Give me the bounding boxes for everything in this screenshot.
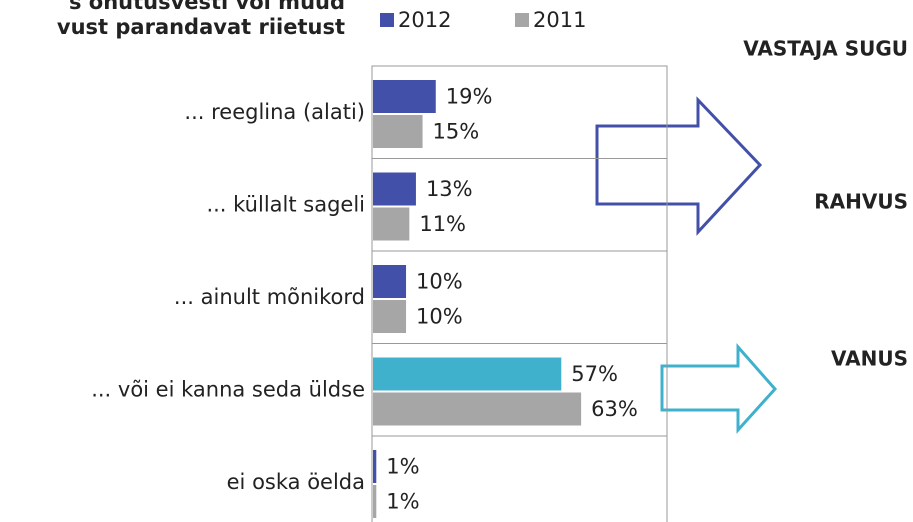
legend-label: 2011 (533, 8, 586, 32)
value-label: 19% (446, 85, 493, 109)
category-label: ... ainult mõnikord (174, 285, 365, 309)
bar (373, 265, 407, 298)
value-label: 15% (433, 120, 480, 144)
bar (373, 115, 423, 148)
value-label: 11% (419, 212, 466, 236)
value-label: 10% (416, 270, 463, 294)
category-label: ... küllalt sageli (206, 193, 365, 217)
value-label: 10% (416, 305, 463, 329)
bar (373, 300, 407, 333)
bar (373, 207, 410, 241)
bar (373, 485, 377, 518)
category-label: ... reeglina (alati) (184, 100, 365, 124)
value-label: 63% (591, 397, 638, 421)
annotation: VASTAJA SUGU (743, 37, 908, 61)
annotation: VANUS (831, 347, 908, 371)
bar (373, 392, 582, 426)
arrow (660, 343, 778, 434)
bar (373, 80, 436, 113)
legend-swatch (515, 13, 529, 27)
value-label: 13% (426, 177, 473, 201)
bar (373, 450, 377, 483)
value-label: 1% (386, 490, 419, 514)
legend-label: 2012 (398, 8, 451, 32)
chart-title: s ohutusvesti või muud (69, 0, 345, 14)
value-label: 57% (571, 362, 618, 386)
legend-swatch (380, 13, 394, 27)
value-label: 1% (386, 455, 419, 479)
bar (373, 357, 562, 391)
category-label: ei oska öelda (227, 470, 365, 494)
plot-area (371, 65, 668, 522)
category-label: ... või ei kanna seda üldse (91, 378, 365, 402)
annotation: RAHVUS (814, 190, 908, 214)
arrow (595, 96, 763, 236)
bar (373, 172, 416, 206)
chart-title: vust parandavat riietust (57, 15, 345, 39)
